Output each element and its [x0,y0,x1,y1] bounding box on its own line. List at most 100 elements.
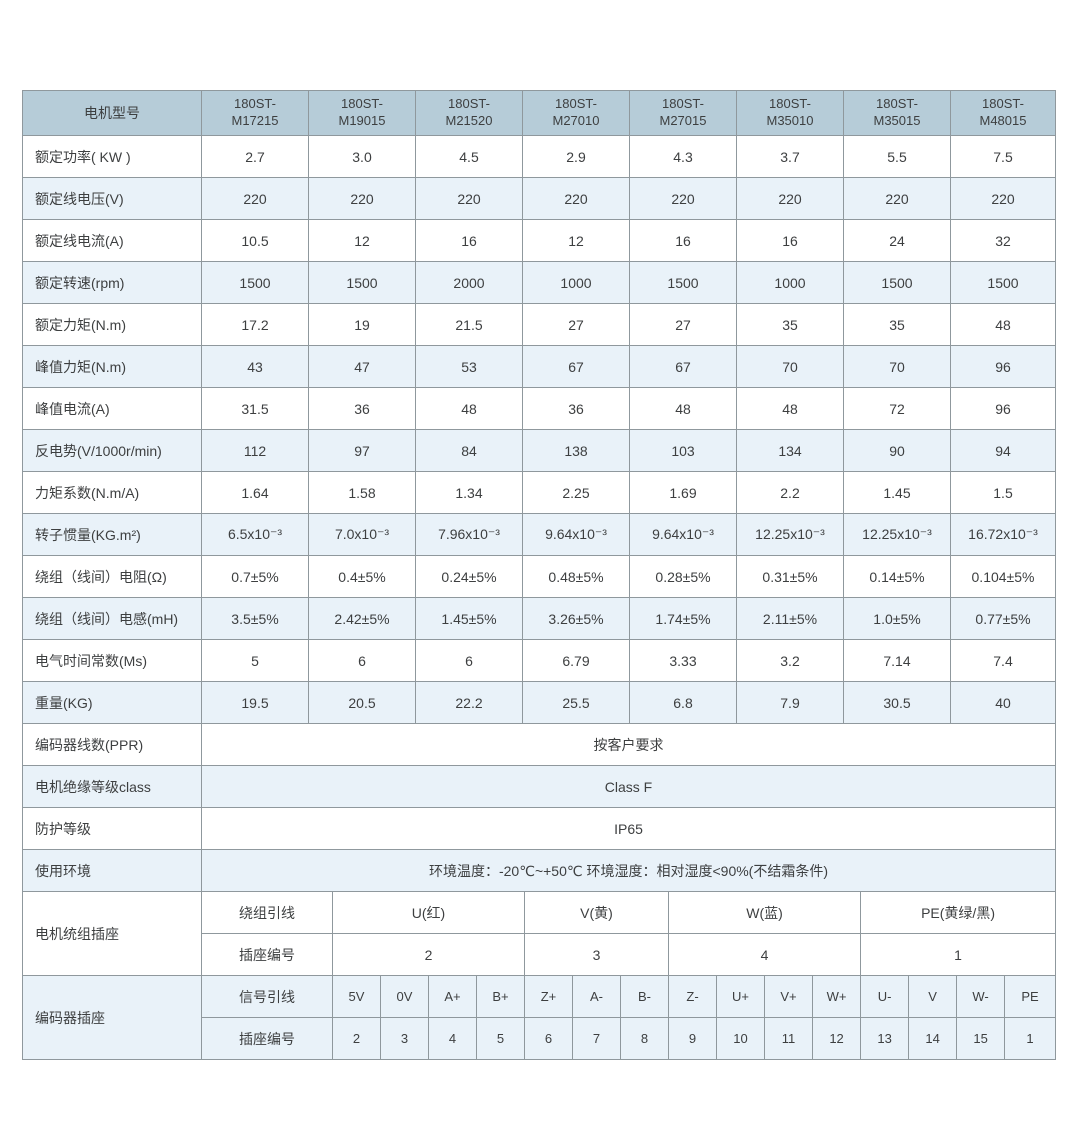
model-header: 180ST- M35010 [736,90,844,136]
encoder-signal-row: 编码器插座 信号引线 5V 0V A+ B+ Z+ A- B- Z- U+ V+… [22,975,1056,1060]
spec-row-rotor-inertia: 转子惯量(KG.m²) 6.5x10⁻³ 7.0x10⁻³ 7.96x10⁻³ … [22,513,1056,556]
cell: 90 [843,429,951,472]
cell: 17.2 [201,303,309,346]
cell: 21.5 [415,303,523,346]
cell: 0.31±5% [736,555,844,598]
cell: 2.2 [736,471,844,514]
encoder-signal: B+ [476,975,525,1018]
spec-row-peak-torque: 峰值力矩(N.m) 43 47 53 67 67 70 70 96 [22,345,1056,388]
row-label: 力矩系数(N.m/A) [22,471,202,514]
cell: 7.5 [950,135,1056,178]
cell: 48 [415,387,523,430]
cell: 6.5x10⁻³ [201,513,309,556]
winding-lead-v: V(黄) [523,891,670,934]
encoder-pin: 6 [524,1017,573,1060]
spec-row-winding-resistance: 绕组（线间）电阻(Ω) 0.7±5% 0.4±5% 0.24±5% 0.48±5… [22,555,1056,598]
encoder-signal: B- [619,975,670,1018]
cell: 97 [308,429,416,472]
cell: 5.5 [843,135,951,178]
header-row: 电机型号 180ST- M17215 180ST- M19015 180ST- … [22,90,1056,136]
encoder-signal: 5V [332,975,381,1018]
winding-pin-sublabel: 插座编号 [201,933,333,976]
cell: 220 [736,177,844,220]
encoder-signal: PE [1004,975,1056,1018]
cell: 1500 [950,261,1056,304]
cell: 72 [843,387,951,430]
cell: 2.11±5% [736,597,844,640]
cell: 7.0x10⁻³ [308,513,416,556]
encoder-signal: A+ [428,975,477,1018]
cell: 27 [522,303,630,346]
cell: 7.9 [736,681,844,724]
span-cell: Class F [201,765,1056,808]
span-cell: IP65 [201,807,1056,850]
model-header: 180ST- M35015 [843,90,951,136]
cell: 3.7 [736,135,844,178]
encoder-signal: V [908,975,958,1018]
cell: 19.5 [201,681,309,724]
spec-row-rated-power: 额定功率( KW ) 2.7 3.0 4.5 2.9 4.3 3.7 5.5 7… [22,135,1056,178]
cell: 3.2 [736,639,844,682]
encoder-pin: 2 [332,1017,381,1060]
encoder-signal: U+ [716,975,766,1018]
cell: 1.69 [629,471,737,514]
cell: 22.2 [415,681,523,724]
cell: 4.3 [629,135,737,178]
cell: 96 [950,345,1056,388]
spec-row-electrical-time-constant: 电气时间常数(Ms) 5 6 6 6.79 3.33 3.2 7.14 7.4 [22,639,1056,682]
cell: 220 [950,177,1056,220]
row-label: 额定线电压(V) [22,177,202,220]
cell: 9.64x10⁻³ [629,513,737,556]
cell: 0.7±5% [201,555,309,598]
cell: 0.28±5% [629,555,737,598]
cell: 5 [201,639,309,682]
row-label: 额定转速(rpm) [22,261,202,304]
cell: 1.58 [308,471,416,514]
spec-row-insulation-class: 电机绝缘等级class Class F [22,765,1056,808]
cell: 36 [308,387,416,430]
cell: 12 [308,219,416,262]
cell: 24 [843,219,951,262]
span-cell: 环境温度：-20℃~+50℃ 环境湿度：相对湿度<90%(不结霜条件) [201,849,1056,892]
motor-spec-table: 电机型号 180ST- M17215 180ST- M19015 180ST- … [22,90,1056,892]
cell: 7.14 [843,639,951,682]
cell: 1500 [843,261,951,304]
cell: 1.45 [843,471,951,514]
model-header: 180ST- M48015 [950,90,1056,136]
row-label: 额定力矩(N.m) [22,303,202,346]
corner-header: 电机型号 [22,90,202,136]
cell: 3.26±5% [522,597,630,640]
row-label-encoder-connector: 编码器插座 [22,975,202,1060]
cell: 48 [629,387,737,430]
cell: 2000 [415,261,523,304]
encoder-pin: 8 [619,1017,670,1060]
cell: 220 [201,177,309,220]
cell: 31.5 [201,387,309,430]
row-label: 重量(KG) [22,681,202,724]
row-label: 峰值电流(A) [22,387,202,430]
encoder-pin: 7 [572,1017,621,1060]
cell: 20.5 [308,681,416,724]
spec-row-rated-torque: 额定力矩(N.m) 17.2 19 21.5 27 27 35 35 48 [22,303,1056,346]
cell: 70 [736,345,844,388]
cell: 2.7 [201,135,309,178]
cell: 96 [950,387,1056,430]
spec-row-peak-current: 峰值电流(A) 31.5 36 48 36 48 48 72 96 [22,387,1056,430]
cell: 103 [629,429,737,472]
cell: 6 [415,639,523,682]
cell: 220 [629,177,737,220]
spec-row-weight: 重量(KG) 19.5 20.5 22.2 25.5 6.8 7.9 30.5 … [22,681,1056,724]
encoder-signal: Z- [668,975,718,1018]
model-header: 180ST- M19015 [308,90,416,136]
winding-lead-w: W(蓝) [668,891,862,934]
cell: 27 [629,303,737,346]
cell: 12.25x10⁻³ [843,513,951,556]
encoder-signal: V+ [764,975,814,1018]
encoder-pin: 1 [1004,1017,1056,1060]
cell: 1500 [629,261,737,304]
cell: 12 [522,219,630,262]
cell: 1500 [308,261,416,304]
winding-pin-v: 3 [523,933,670,976]
encoder-signal: 0V [380,975,429,1018]
